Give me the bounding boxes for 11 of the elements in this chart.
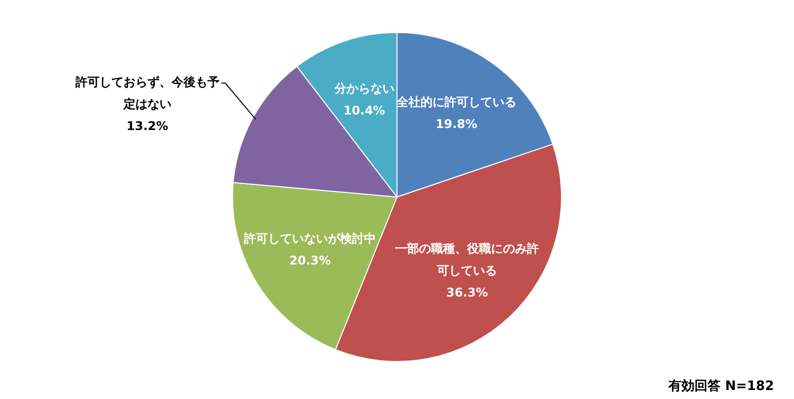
data-label: 13.2% xyxy=(126,119,168,134)
slice-label: 許可しておらず、今後も予定はない xyxy=(74,75,220,112)
data-label: 10.4% xyxy=(343,104,386,118)
data-label: 19.8% xyxy=(436,117,478,132)
data-label: 36.3% xyxy=(446,285,488,300)
data-label: 20.3% xyxy=(289,253,331,268)
slice-label: 許可していないが検討中 xyxy=(243,231,376,246)
slice-label: 一部の職種、役職にのみ許可している xyxy=(395,241,540,278)
slice-label: 全社的に許可している xyxy=(395,95,516,110)
text: 有効回答 N=182 xyxy=(668,378,774,395)
slice-label: 分からない xyxy=(333,82,394,96)
